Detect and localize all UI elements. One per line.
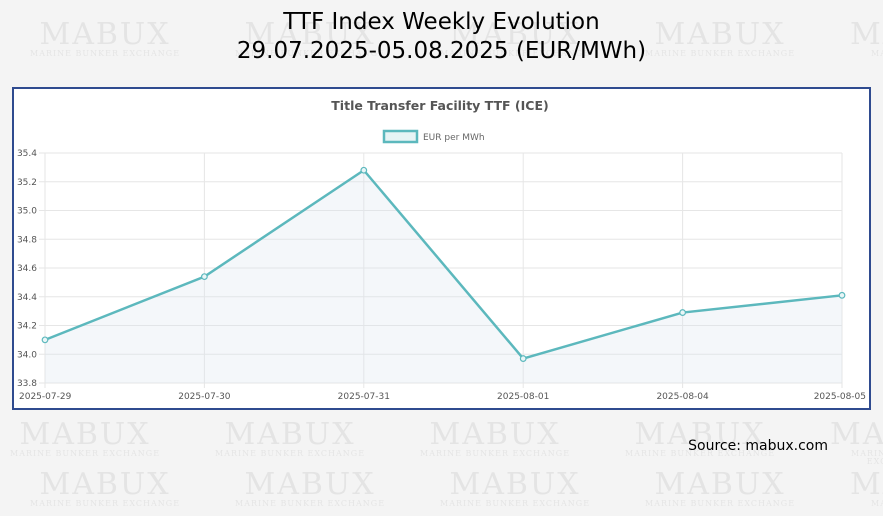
watermark-brand: MABUX [429,417,561,452]
y-tick-label: 34.8 [17,235,37,245]
watermark-brand: MABUX [850,467,883,502]
page-subtitle: 29.07.2025-05.08.2025 (EUR/MWh) [236,38,647,64]
y-tick-label: 34.6 [17,264,37,274]
page-header: TTF Index Weekly Evolution 29.07.2025-05… [0,8,883,66]
data-point[interactable] [679,309,686,316]
legend-swatch[interactable] [382,129,419,144]
y-tick-label: 35.0 [17,207,37,217]
watermark-tagline: MARINE BUNKER EXCHANGE [420,449,571,458]
y-tick-label: 34.4 [17,293,37,303]
watermark-brand: MABUX [244,467,376,502]
watermark-tagline: MARINE BUNKER EXCHANGE [440,499,591,508]
series-line [44,168,843,360]
watermark-tagline: MARINE BUNKER EXCHANGE [215,449,366,458]
legend-label[interactable]: EUR per MWh [423,133,485,143]
data-point[interactable] [41,336,49,344]
data-point[interactable] [519,355,527,362]
chart-card: Title Transfer Facility TTF (ICE) EUR pe… [12,87,871,410]
watermark-brand: MABUX [654,467,786,502]
data-point[interactable] [838,291,846,299]
x-tick-label: 2025-07-31 [338,392,390,402]
x-tick-label: 2025-07-30 [178,392,231,402]
watermark-brand: MABUX [19,417,151,452]
chart-area [44,168,843,383]
x-axis-labels: 2025-07-29 2025-07-30 2025-07-31 2025-08-01… [19,392,866,402]
page-title: TTF Index Weekly Evolution [283,9,600,35]
y-tick-label: 34.2 [17,322,37,332]
data-point[interactable] [200,273,208,281]
watermark-brand: MABUX [449,467,581,502]
y-tick-label: 34.0 [17,350,37,360]
y-tick-label: 35.4 [17,149,37,159]
watermark-brand: MABUX [830,417,883,452]
watermark-brand: MABUX [39,467,171,502]
y-tick-label: 33.8 [17,379,37,389]
watermark-tagline: MARINE BUNKER EXCHANGE [871,499,883,508]
x-tick-label: 2025-08-04 [656,392,709,402]
chart-grid [39,152,843,388]
source-credit: Source: mabux.com [688,438,828,454]
watermark-tagline: MARINE BUNKER EXCHANGE [645,499,796,508]
watermark-brand: MABUX [224,417,356,452]
watermark-tagline: MARINE BUNKER EXCHANGE [10,449,161,458]
x-tick-label: 2025-08-05 [814,392,866,402]
x-tick-label: 2025-07-29 [19,392,72,402]
x-tick-label: 2025-08-01 [497,392,549,402]
chart-points [41,166,846,362]
chart-title: Title Transfer Facility TTF (ICE) [331,98,548,113]
watermark-tagline: MARINE BUNKER EXCHANGE [851,449,883,466]
line-chart: Title Transfer Facility TTF (ICE) EUR pe… [17,98,866,402]
series-area-fill [45,170,842,383]
y-tick-label: 35.2 [17,178,37,188]
y-axis-labels: 33.8 34.0 34.2 34.4 34.6 34.8 35.0 35.2 35.4 [17,149,37,389]
watermark-tagline: MARINE BUNKER EXCHANGE [30,499,181,508]
watermark-tagline: MARINE BUNKER EXCHANGE [235,499,386,508]
data-point[interactable] [360,166,368,174]
